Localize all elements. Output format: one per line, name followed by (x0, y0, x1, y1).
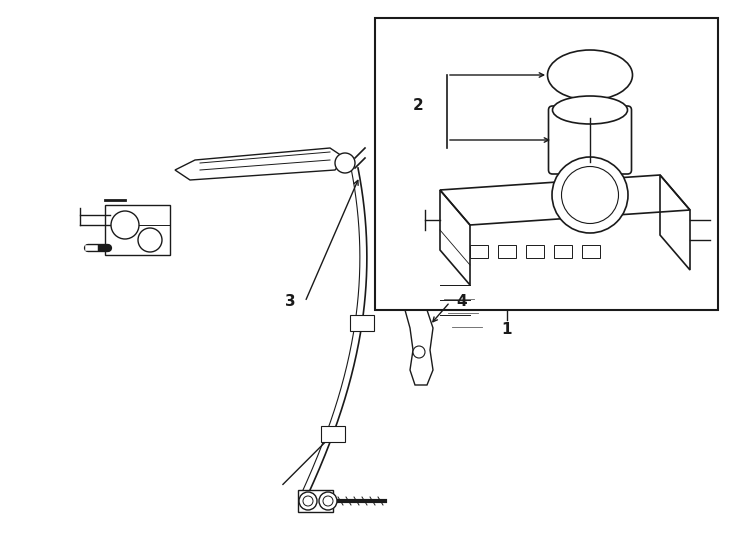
Text: 2: 2 (413, 98, 424, 112)
Bar (498, 245, 516, 258)
Circle shape (303, 496, 313, 506)
Bar (298, 490, 333, 512)
Circle shape (562, 166, 619, 224)
Bar (350, 315, 374, 330)
Text: 3: 3 (285, 294, 295, 309)
Bar (470, 245, 488, 258)
Bar (582, 245, 600, 258)
Circle shape (111, 211, 139, 239)
Circle shape (323, 496, 333, 506)
Text: 4: 4 (457, 294, 468, 309)
Circle shape (299, 492, 317, 510)
Circle shape (138, 228, 162, 252)
Circle shape (552, 157, 628, 233)
Circle shape (413, 346, 425, 358)
Bar (321, 427, 345, 442)
Bar (554, 245, 572, 258)
Ellipse shape (553, 96, 628, 124)
Bar (526, 245, 544, 258)
Circle shape (319, 492, 337, 510)
Circle shape (335, 153, 355, 173)
Text: 1: 1 (502, 322, 512, 338)
Ellipse shape (548, 50, 633, 100)
Bar (105, 205, 170, 255)
Bar (375, 18, 718, 310)
FancyBboxPatch shape (548, 106, 631, 174)
